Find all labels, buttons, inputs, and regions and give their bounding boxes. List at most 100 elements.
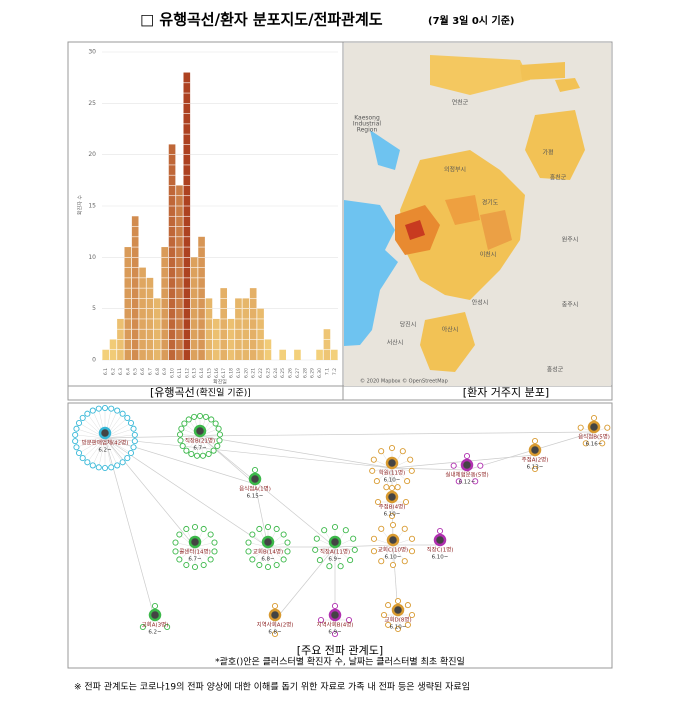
network-edge <box>186 546 196 566</box>
case-node <box>151 602 159 610</box>
cluster-label: 직장C(1명) <box>427 547 454 554</box>
case-node <box>271 602 279 610</box>
case-node <box>407 456 414 463</box>
network-edge <box>334 546 341 567</box>
cluster-label: 교회B(14명) <box>253 548 283 556</box>
cluster-date: 6.8~ <box>268 630 282 636</box>
case-node <box>207 531 214 538</box>
case-node <box>211 539 218 546</box>
x-tick-label: 6.20 <box>243 368 249 378</box>
network-edge <box>392 544 413 552</box>
case-node <box>73 425 80 432</box>
x-tick-label: 6.10 <box>170 368 176 378</box>
x-tick-label: 6.14 <box>199 368 205 378</box>
network-edge <box>104 437 135 442</box>
case-node <box>408 535 416 542</box>
case-node <box>345 616 353 624</box>
x-tick-label: 6.27 <box>295 368 301 378</box>
case-node <box>164 623 171 631</box>
cluster-label: 실내체험운동(5명) <box>445 471 488 479</box>
case-node <box>127 419 135 427</box>
bar <box>323 329 331 360</box>
cluster-date: 6.7~ <box>188 557 202 563</box>
case-node <box>369 467 376 474</box>
case-node <box>394 597 402 605</box>
x-tick-label: 6.26 <box>288 368 294 378</box>
network-edge <box>267 546 288 552</box>
network-edge <box>104 435 201 439</box>
network-edge <box>334 546 351 561</box>
case-node <box>455 478 462 485</box>
network-caption: [주요 전파 관계도] <box>297 644 383 657</box>
case-node <box>207 556 214 563</box>
case-node <box>211 548 218 555</box>
x-axis-label: 확진일 <box>213 379 227 386</box>
cluster-date: 6.8~ <box>261 557 275 563</box>
case-node <box>404 478 411 485</box>
x-tick-label: 6.5 <box>133 368 139 375</box>
case-node <box>604 424 611 431</box>
map-label: 당진시 <box>400 321 417 329</box>
x-tick-label: 6.9 <box>162 368 168 375</box>
x-tick-label: 7.2 <box>332 368 338 375</box>
network-edge <box>199 435 204 456</box>
case-node <box>331 602 339 610</box>
cluster-node <box>328 535 342 549</box>
network-edge <box>199 435 336 548</box>
x-tick-label: 7.1 <box>324 368 330 375</box>
network-edge <box>199 435 220 441</box>
y-tick-label: 10 <box>88 254 96 261</box>
x-tick-label: 6.19 <box>236 368 242 378</box>
map-label: 원주시 <box>562 236 579 244</box>
network-edge <box>267 546 284 560</box>
map-label: 홍성군 <box>547 366 564 374</box>
case-node <box>172 539 179 546</box>
case-node <box>177 437 184 444</box>
x-tick-label: 6.8 <box>155 368 161 375</box>
case-node <box>172 548 179 555</box>
case-node <box>378 448 385 455</box>
network-edge <box>104 437 118 466</box>
case-node <box>316 557 323 564</box>
case-node <box>95 405 102 412</box>
case-node <box>183 525 190 533</box>
network-edge <box>104 437 123 463</box>
map-label: 의정부시 <box>444 166 466 174</box>
case-node <box>256 525 263 533</box>
case-node <box>200 561 207 569</box>
chart-caption-note: (확진일 기준)] <box>196 387 251 399</box>
map-sea <box>344 200 398 346</box>
case-node <box>350 535 357 542</box>
case-node <box>389 561 397 569</box>
case-node <box>210 447 217 454</box>
cluster-node <box>385 490 399 504</box>
network-edge <box>180 435 201 441</box>
bar <box>249 288 257 360</box>
case-node <box>119 410 126 417</box>
cluster-label: 주점A(2명) <box>522 457 549 464</box>
case-node <box>271 630 279 638</box>
case-node <box>477 462 484 469</box>
cluster-label: 교회A(3명) <box>142 621 169 629</box>
case-node <box>191 523 199 531</box>
case-node <box>191 413 198 420</box>
case-node <box>84 459 91 466</box>
cluster-node <box>261 535 275 549</box>
network-edge <box>319 546 336 561</box>
cluster-label: 주점B(4명) <box>379 504 406 511</box>
x-tick-label: 6.18 <box>229 368 235 378</box>
case-node <box>284 548 291 555</box>
case-node <box>385 621 392 628</box>
case-node <box>176 556 183 563</box>
case-node <box>193 452 201 459</box>
network-edge <box>248 546 269 552</box>
x-tick-label: 6.29 <box>310 368 316 378</box>
map-credit: © 2020 Mapbox © OpenStreetMap <box>360 378 448 385</box>
case-node <box>101 404 109 412</box>
map-region <box>480 210 512 250</box>
map-label: 안성시 <box>472 299 489 307</box>
network-edge <box>82 437 106 459</box>
cluster-date: 6.7~ <box>193 446 207 452</box>
